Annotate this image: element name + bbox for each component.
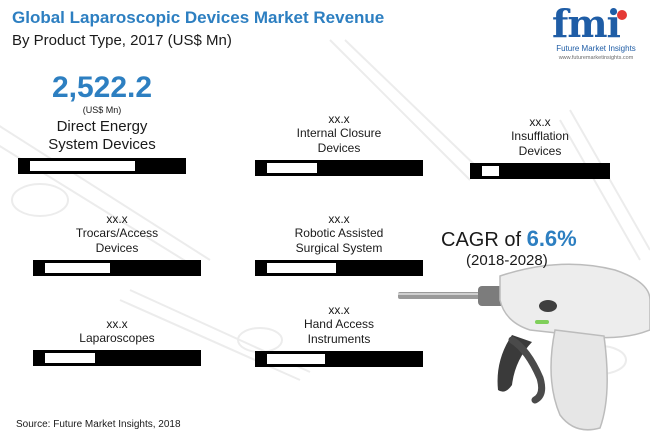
segment-direct-energy: 2,522.2 (US$ Mn) Direct Energy System De… <box>18 72 186 174</box>
category-label: Insufflation Devices <box>511 129 569 158</box>
bar-fill <box>267 354 325 364</box>
cagr-statement: CAGR of 6.6% <box>441 226 577 252</box>
category-label: Hand Access Instruments <box>303 317 375 346</box>
value-label: xx.x <box>328 212 350 226</box>
logo-mark: fmi <box>552 1 621 46</box>
bar-fill <box>482 166 499 176</box>
segment-laparoscopes: xx.x Laparoscopes <box>33 317 201 366</box>
value-label: xx.x <box>328 112 350 126</box>
value-label: xx.x <box>106 317 128 331</box>
category-label: Trocars/Access Devices <box>75 226 159 255</box>
bar <box>255 260 423 276</box>
bar-fill <box>45 353 95 363</box>
segment-hand-access: xx.x Hand Access Instruments <box>255 303 423 367</box>
category-label: Direct Energy System Devices <box>48 118 156 153</box>
bar-fill <box>267 163 317 173</box>
cagr-period: (2018-2028) <box>466 252 548 269</box>
value-label: xx.x <box>328 303 350 317</box>
segment-trocars: xx.x Trocars/Access Devices <box>33 212 201 276</box>
laparoscopic-device-illustration <box>398 263 650 431</box>
cagr-value: 6.6% <box>526 226 577 251</box>
bar <box>255 160 423 176</box>
logo-dot <box>617 10 627 20</box>
segment-internal-closure: xx.x Internal Closure Devices <box>255 112 423 176</box>
category-label: Laparoscopes <box>79 331 155 345</box>
chart-title: Global Laparoscopic Devices Market Reven… <box>12 8 385 27</box>
value-label: xx.x <box>106 212 128 226</box>
bar-fill <box>45 263 110 273</box>
logo-url: www.futuremarketinsights.com <box>558 55 634 61</box>
category-label: Robotic Assisted Surgical System <box>294 226 384 255</box>
value-label: xx.x <box>529 115 551 129</box>
chart-subtitle: By Product Type, 2017 (US$ Mn) <box>12 32 232 49</box>
bar <box>255 351 423 367</box>
segment-robotic-assisted: xx.x Robotic Assisted Surgical System <box>255 212 423 276</box>
bar-fill <box>267 263 336 273</box>
source-note: Source: Future Market Insights, 2018 <box>16 419 181 430</box>
logo-name: Future Market Insights <box>556 44 636 53</box>
bar <box>470 163 610 179</box>
value-label: 2,522.2 <box>51 71 153 104</box>
unit-label: (US$ Mn) <box>82 105 122 115</box>
bar <box>18 158 186 174</box>
segment-insufflation: xx.x Insufflation Devices <box>470 115 610 179</box>
fmi-logo: fmi Future Market Insights www.futuremar… <box>546 4 646 64</box>
cagr-prefix: CAGR of <box>441 229 527 251</box>
bar-fill <box>30 161 135 171</box>
category-label: Internal Closure Devices <box>296 126 382 155</box>
bar <box>33 260 201 276</box>
bar <box>33 350 201 366</box>
